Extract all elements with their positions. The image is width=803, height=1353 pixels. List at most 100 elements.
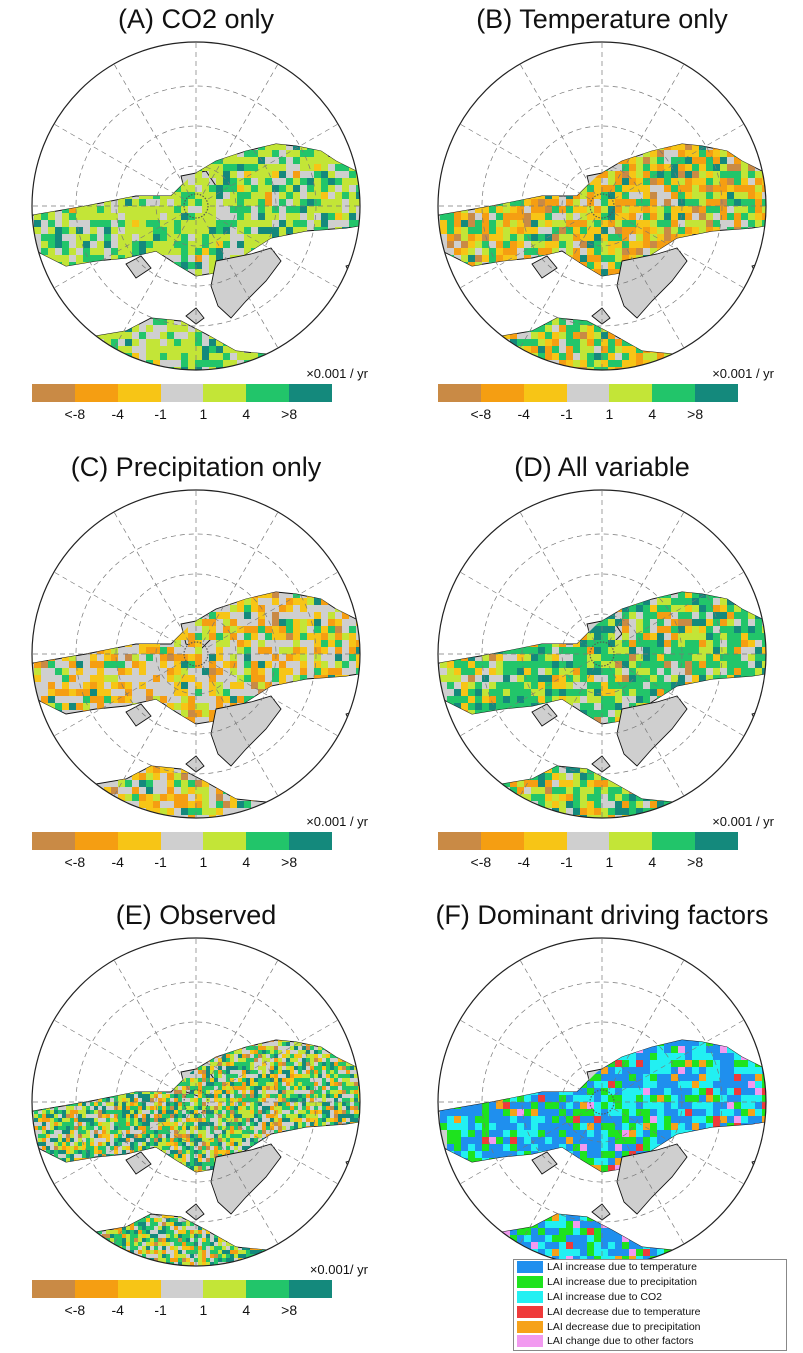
colorbar-tick-label: >8	[687, 854, 704, 870]
colorbar-tick-label: -1	[154, 406, 167, 422]
legend-label: LAI increase due to CO2	[547, 1290, 662, 1303]
greenland	[210, 695, 282, 767]
colorbar-tick-label: 4	[242, 406, 251, 422]
colorbar-segment	[652, 384, 696, 402]
colorbar-tick-label: -1	[560, 854, 573, 870]
factor-legend: LAI increase due to temperature LAI incr…	[513, 1259, 787, 1351]
colorbar-tick-label: <-8	[470, 406, 492, 422]
colorbar-segment	[117, 1280, 161, 1298]
map-outline	[31, 489, 361, 819]
land-mass	[185, 755, 205, 773]
colorbar-segment	[523, 384, 567, 402]
colorbar	[438, 832, 739, 850]
colorbar-tick-label: -1	[154, 1302, 167, 1318]
colorbar-segment	[480, 832, 524, 850]
colorbar-tick-label: 1	[199, 406, 208, 422]
colorbar-segment	[117, 384, 161, 402]
colorbar	[32, 384, 333, 402]
colorbar-tick-label: >8	[281, 854, 298, 870]
colorbar-segment	[438, 832, 481, 850]
greenland	[616, 695, 688, 767]
unit-label: ×0.001 / yr	[712, 814, 774, 829]
colorbar-ticks: <-8 -4 -1 1 4 >8	[32, 406, 332, 424]
land-mass	[591, 1203, 611, 1221]
colorbar-segment	[695, 384, 739, 402]
colorbar-segment	[74, 832, 118, 850]
map-outline	[31, 937, 361, 1267]
panel-title: (F) Dominant driving factors	[435, 900, 769, 930]
legend-swatch	[517, 1261, 543, 1274]
colorbar-segment	[203, 1280, 247, 1298]
greenland	[210, 247, 282, 319]
colorbar-segment	[652, 832, 696, 850]
panel-title: (D) All variable	[514, 452, 690, 482]
colorbar-tick-label: >8	[281, 1302, 298, 1318]
unit-label: ×0.001 / yr	[712, 366, 774, 381]
land-mass	[591, 307, 611, 325]
colorbar-segment	[32, 832, 75, 850]
colorbar-segment	[566, 832, 610, 850]
colorbar-tick-label: 4	[242, 1302, 251, 1318]
legend-swatch	[517, 1290, 543, 1303]
map-outline	[437, 41, 767, 371]
legend-item: LAI change due to other factors	[514, 1334, 786, 1349]
legend-label: LAI decrease due to precipitation	[547, 1320, 701, 1333]
colorbar-segment	[246, 832, 290, 850]
colorbar-tick-label: -1	[154, 854, 167, 870]
colorbar-tick-label: 1	[605, 406, 614, 422]
colorbar-segment	[289, 832, 333, 850]
legend-label: LAI change due to other factors	[547, 1335, 694, 1348]
unit-label: ×0.001/ yr	[309, 1262, 368, 1277]
unit-label: ×0.001 / yr	[306, 814, 368, 829]
colorbar-segment	[160, 1280, 204, 1298]
colorbar-tick-label: -4	[111, 854, 124, 870]
colorbar-tick-label: <-8	[64, 1302, 86, 1318]
colorbar	[32, 1280, 333, 1298]
polar-map	[437, 489, 767, 819]
panel-title: (A) CO2 only	[117, 4, 275, 34]
polar-map	[437, 937, 767, 1267]
graticule	[32, 42, 360, 370]
legend-label: LAI increase due to precipitation	[547, 1276, 698, 1289]
colorbar-ticks: <-8 -4 -1 1 4 >8	[32, 854, 332, 872]
legend-swatch	[517, 1305, 543, 1318]
panel-title: (E) Observed	[115, 900, 277, 930]
colorbar-tick-label: -4	[111, 406, 124, 422]
legend-swatch	[517, 1335, 543, 1348]
colorbar-segment	[246, 384, 290, 402]
colorbar-segment	[609, 832, 653, 850]
greenland	[616, 247, 688, 319]
panel-a: (A) CO2 only ×0.001 / yr <-8 -4 -1 1 4 >8	[6, 0, 386, 440]
colorbar-tick-label: -1	[560, 406, 573, 422]
greenland	[210, 1143, 282, 1215]
polar-map	[437, 41, 767, 371]
legend-swatch	[517, 1320, 543, 1333]
panel-c: (C) Precipitation only ×0.001 / yr <-8 -4…	[6, 448, 386, 888]
colorbar-segment	[480, 384, 524, 402]
colorbar-segment	[74, 384, 118, 402]
colorbar-tick-label: 4	[648, 406, 657, 422]
colorbar-tick-label: 1	[199, 854, 208, 870]
panel-f: (F) Dominant driving factors	[412, 896, 792, 1336]
graticule	[32, 938, 360, 1266]
colorbar-segment	[160, 832, 204, 850]
graticule	[438, 42, 766, 370]
graticule	[32, 490, 360, 818]
colorbar-segment	[246, 1280, 290, 1298]
colorbar	[438, 384, 739, 402]
graticule	[438, 490, 766, 818]
colorbar-tick-label: >8	[281, 406, 298, 422]
legend-item: LAI increase due to temperature	[514, 1260, 786, 1275]
panel-b: (B) Temperature only ×0.001 / yr <-8 -4 -1…	[412, 0, 792, 440]
polar-map	[31, 41, 361, 371]
legend-label: LAI increase due to temperature	[547, 1261, 698, 1274]
panel-title: (C) Precipitation only	[70, 452, 322, 482]
colorbar	[32, 832, 333, 850]
colorbar-tick-label: -4	[111, 1302, 124, 1318]
legend-label: LAI decrease due to temperature	[547, 1305, 701, 1318]
colorbar-segment	[203, 832, 247, 850]
legend-item: LAI decrease due to precipitation	[514, 1319, 786, 1334]
colorbar-segment	[32, 384, 75, 402]
colorbar-tick-label: -4	[517, 854, 530, 870]
colorbar-ticks: <-8 -4 -1 1 4 >8	[438, 406, 738, 424]
